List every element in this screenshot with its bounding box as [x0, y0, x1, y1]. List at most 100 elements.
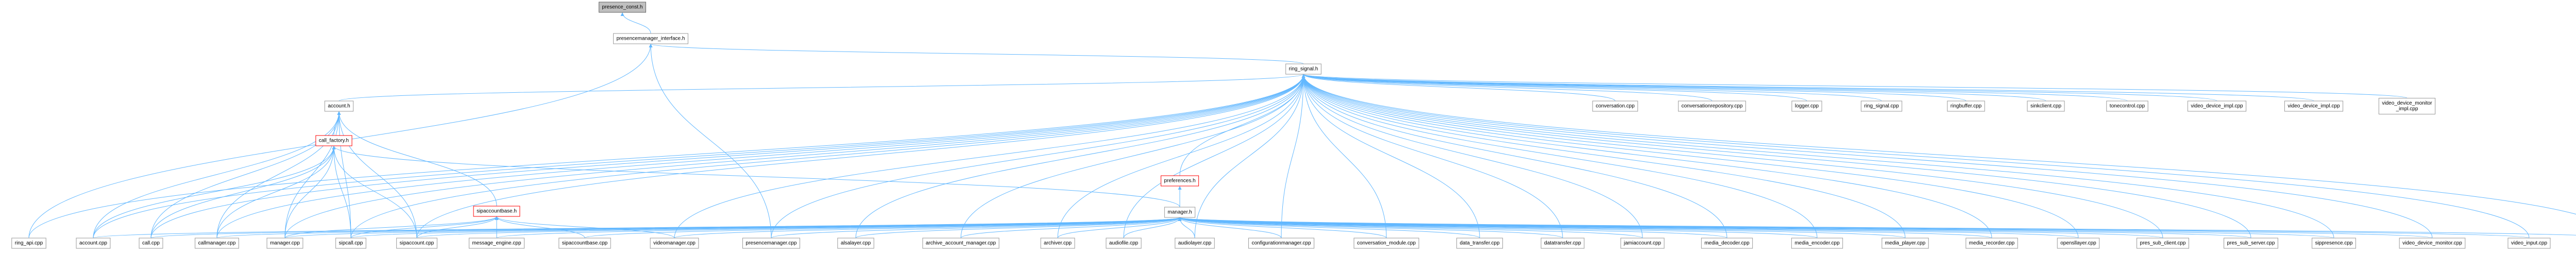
node-box	[266, 238, 303, 249]
node: media_decoder.cpp	[1701, 238, 1753, 249]
node-label: account.h	[328, 104, 350, 109]
edge	[771, 217, 1182, 239]
node: pres_sub_server.cpp	[2224, 238, 2278, 249]
node: manager.h	[1164, 207, 1196, 218]
edge	[1301, 74, 2163, 239]
node-label: archiver.cpp	[1044, 241, 1072, 246]
edge	[1123, 74, 1306, 239]
node: sipaccountbase.cpp	[558, 238, 611, 249]
node-box	[1701, 238, 1753, 249]
node: jamiaccount.cpp	[1620, 238, 1665, 249]
node-box	[2224, 238, 2278, 249]
edge	[1178, 217, 2334, 239]
node: media_recorder.cpp	[1965, 238, 2018, 249]
node-box	[650, 238, 699, 249]
edge	[1057, 74, 1306, 239]
node-label: opensllayer.cpp	[2060, 241, 2096, 246]
node-label: ringbuffer.cpp	[1951, 104, 1982, 109]
edge	[1194, 74, 1306, 239]
node: archiver.cpp	[1040, 238, 1075, 249]
edge	[332, 145, 351, 239]
node-box	[195, 238, 239, 249]
edge	[1178, 217, 2251, 239]
edge	[1178, 217, 1727, 239]
node-box	[599, 2, 646, 13]
node: account.h	[324, 100, 354, 112]
edge	[1302, 74, 2408, 98]
node: pres_sub_client.cpp	[2137, 238, 2189, 249]
edge	[1301, 74, 1480, 239]
node: manager.cpp	[266, 238, 303, 249]
node: audiofile.cpp	[1106, 238, 1142, 249]
edge	[771, 74, 1306, 239]
node-label: call.cpp	[142, 241, 160, 246]
edge	[1301, 74, 1643, 239]
edge	[1178, 217, 2530, 239]
edge	[338, 74, 1305, 102]
node-label: manager.h	[1167, 210, 1192, 215]
edge	[337, 111, 417, 239]
node-label: logger.cpp	[1795, 104, 1819, 109]
node-label: manager.cpp	[270, 241, 300, 246]
node-box	[2507, 238, 2551, 249]
node-box	[1040, 238, 1075, 249]
edge	[350, 74, 1306, 239]
edge	[150, 111, 341, 239]
edge	[216, 111, 341, 239]
edge	[1301, 74, 2433, 239]
node-label: video_device_monitor	[2382, 100, 2432, 106]
node-label: media_recorder.cpp	[1969, 241, 2015, 246]
node-box	[2137, 238, 2189, 249]
edge	[1301, 74, 2128, 102]
node-label: archive_account_manager.cpp	[926, 241, 996, 246]
edge	[216, 145, 336, 239]
node: sinkclient.cpp	[2027, 100, 2065, 112]
edge	[332, 145, 1180, 208]
edge	[855, 217, 1182, 239]
edge	[150, 74, 1306, 239]
node: tonecontrol.cpp	[2106, 100, 2148, 112]
node-label: jamiaccount.cpp	[1623, 241, 1662, 246]
edge	[337, 111, 497, 207]
node-box	[1620, 238, 1665, 249]
node-box	[1285, 63, 1321, 75]
node: presencemanager.cpp	[742, 238, 800, 249]
node-label: configurationmanager.cpp	[1251, 241, 1311, 246]
node: message_engine.cpp	[468, 238, 525, 249]
edge	[93, 111, 341, 239]
node-label: ring_signal.cpp	[1864, 104, 1899, 109]
edge	[284, 145, 336, 239]
node: presence_const.h	[599, 2, 646, 13]
edge	[1301, 74, 2217, 102]
edge	[1301, 74, 2334, 239]
node-box	[1882, 238, 1929, 249]
edge	[620, 12, 651, 34]
node: conversation_module.cpp	[1353, 238, 1419, 249]
node-label: sinkclient.cpp	[2030, 104, 2061, 109]
node-label: conversation.cpp	[1596, 104, 1635, 109]
edge	[93, 145, 336, 239]
node: sipcall.cpp	[335, 238, 366, 249]
node-label: video_input.cpp	[2511, 241, 2547, 246]
edge	[416, 216, 499, 239]
node: videomanager.cpp	[650, 238, 699, 249]
node: datatransfer.cpp	[1540, 238, 1585, 249]
node-box	[2057, 238, 2100, 249]
node: audiolayer.cpp	[1175, 238, 1215, 249]
edge	[1178, 217, 2576, 235]
node: video_device_monitor_impl.cpp	[2378, 98, 2436, 114]
edge	[1301, 74, 2251, 239]
edge	[1301, 74, 2046, 102]
edge	[495, 216, 585, 239]
node: sipaccountbase.h	[473, 206, 520, 217]
edge	[1178, 217, 2079, 239]
edge	[1178, 217, 1563, 239]
edge	[960, 217, 1182, 239]
node: ringbuffer.cpp	[1947, 100, 1985, 112]
node: video_device_impl.cpp	[2187, 100, 2247, 112]
edge	[150, 145, 336, 239]
node-label: ring_api.cpp	[15, 241, 43, 246]
edge	[284, 111, 341, 239]
